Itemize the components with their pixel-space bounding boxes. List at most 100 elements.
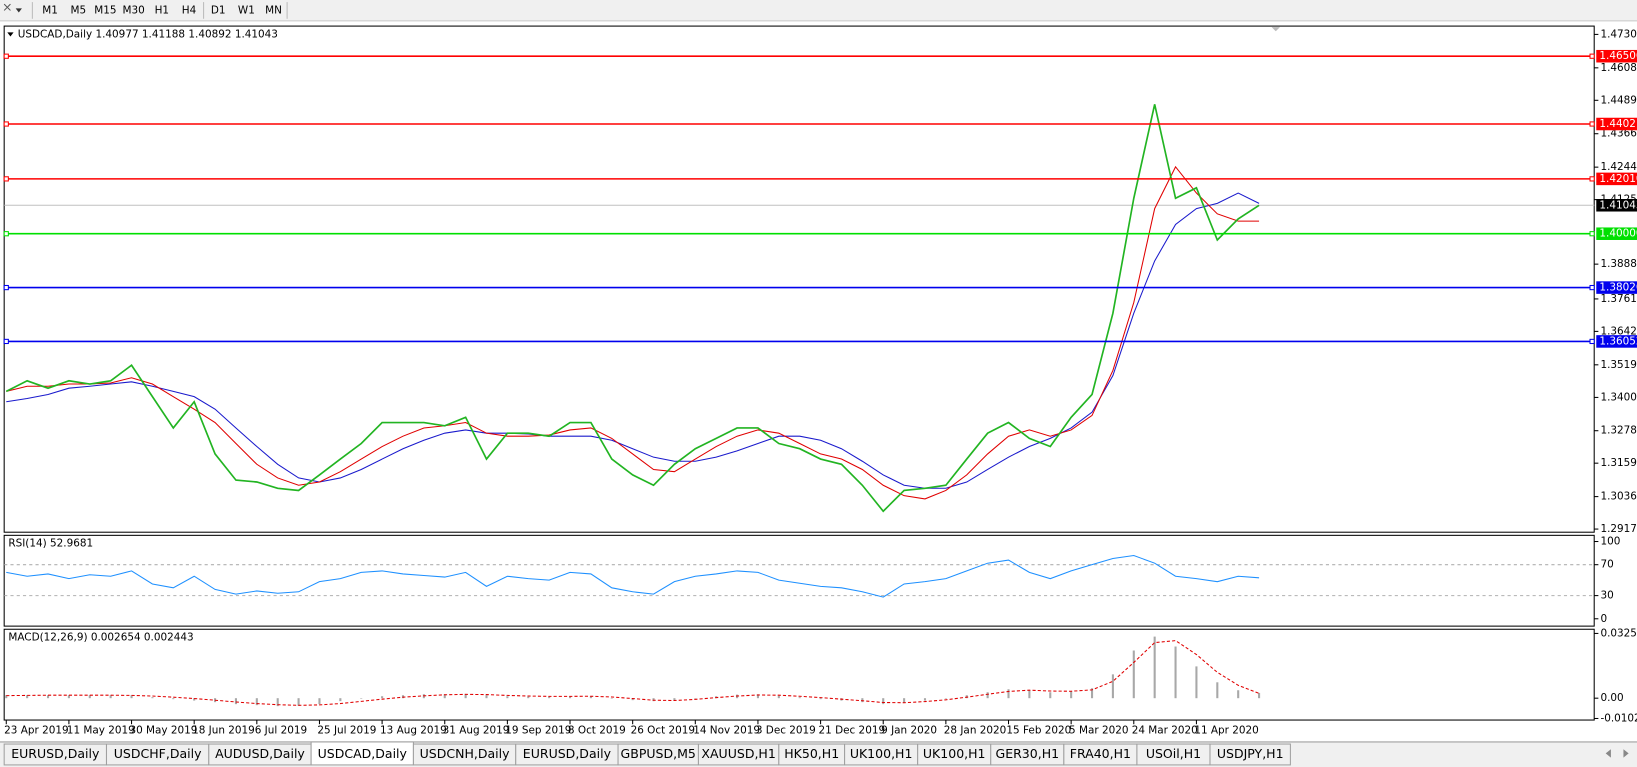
tab-label: HK50,H1 xyxy=(784,746,839,761)
tab[interactable]: UK100,H1 xyxy=(917,743,992,766)
timeframe-button[interactable]: M15 xyxy=(94,4,116,16)
x-tick-label: 8 Oct 2019 xyxy=(568,724,626,736)
tab[interactable]: USDCHF,Daily xyxy=(105,743,210,766)
macd-bar xyxy=(610,698,613,699)
y-tick-label: 30 xyxy=(1600,590,1613,602)
level-label: 1.40000 xyxy=(1599,228,1637,240)
y-tick-label: 100 xyxy=(1600,536,1620,548)
tab[interactable]: GBPUSD,M5 xyxy=(617,743,699,766)
macd-bar xyxy=(1090,688,1094,699)
tab[interactable]: GER30,H1 xyxy=(990,743,1065,766)
tab[interactable]: AUDUSD,Daily xyxy=(208,743,312,766)
y-tick-label: 1.44890 xyxy=(1600,94,1637,106)
macd-bar xyxy=(109,695,112,699)
level-handle xyxy=(3,176,9,182)
tab[interactable]: UK100,H1 xyxy=(844,743,919,766)
x-tick-label: 30 May 2019 xyxy=(129,724,197,736)
header-arrow xyxy=(7,32,14,37)
y-tick-label: 1.35195 xyxy=(1600,359,1637,371)
close: 1.41043 xyxy=(235,28,278,40)
x-tick-label: 5 Mar 2020 xyxy=(1069,724,1128,736)
macd-bar xyxy=(1153,636,1156,699)
x-tick-label: 31 Aug 2019 xyxy=(443,724,510,736)
level-handle xyxy=(1589,121,1595,127)
macd-bar xyxy=(1174,646,1177,699)
tab-scroll-right[interactable] xyxy=(1623,749,1629,758)
x-tick-label: 19 Sep 2019 xyxy=(505,724,571,736)
y-tick-label: 0.032595 xyxy=(1600,627,1637,639)
tab-scroll-left[interactable] xyxy=(1605,749,1611,758)
cursor-icon[interactable] xyxy=(3,3,11,11)
tab-label: GBPUSD,M5 xyxy=(621,746,696,761)
macd-bar xyxy=(276,698,279,707)
signal-line xyxy=(6,640,1260,706)
macd-bar xyxy=(1216,682,1219,699)
tab-label: USDCAD,Daily xyxy=(318,746,408,761)
tab-background xyxy=(1209,743,1291,766)
level-label-box xyxy=(1596,172,1637,186)
timeframe-button[interactable]: D1 xyxy=(211,4,226,16)
y-tick-label: 1.43665 xyxy=(1600,128,1637,140)
timeframe-button[interactable]: W1 xyxy=(238,4,255,16)
timeframe-button[interactable]: H1 xyxy=(155,4,169,16)
tab-label: XAUUSD,H1 xyxy=(701,746,775,761)
tab-label: GER30,H1 xyxy=(995,746,1059,761)
macd-panel xyxy=(3,628,1595,721)
tab[interactable]: HK50,H1 xyxy=(778,743,846,766)
tab-label: USDCNH,Daily xyxy=(420,746,511,761)
tab[interactable]: USDCNH,Daily xyxy=(412,743,517,766)
tab[interactable]: XAUUSD,H1 xyxy=(697,743,780,766)
x-tick-label: 21 Dec 2019 xyxy=(819,724,886,736)
tab-label: EURUSD,Daily xyxy=(523,746,612,761)
macd-bar xyxy=(1258,692,1261,699)
y-tick-label: 1.46080 xyxy=(1600,62,1637,74)
low: 1.40892 xyxy=(188,28,231,40)
timeframe-button[interactable]: M30 xyxy=(122,4,144,16)
macd-bar xyxy=(297,698,300,706)
macd-bar xyxy=(1007,689,1010,699)
macd-bar xyxy=(798,697,801,699)
macd-bar xyxy=(443,694,446,699)
tab[interactable]: EURUSD,Daily xyxy=(515,743,619,766)
macd-header: MACD(12,26,9) 0.002654 0.002443 xyxy=(8,632,193,644)
y-tick-label: 1.30365 xyxy=(1600,491,1637,503)
level-label-box xyxy=(1596,335,1637,348)
macd-bar xyxy=(652,698,655,702)
macd-bar xyxy=(756,694,759,699)
x-tick-label: 25 Jul 2019 xyxy=(317,724,376,736)
level-handle xyxy=(1589,231,1595,237)
y-tick-label: 0.00 xyxy=(1600,692,1623,704)
y-tick-label: 1.31590 xyxy=(1600,457,1637,469)
timeframe-button[interactable]: MN xyxy=(265,4,282,16)
tab[interactable]: USDCAD,Daily xyxy=(310,741,414,766)
tab-label: FRA40,H1 xyxy=(1070,746,1131,761)
tab[interactable]: FRA40,H1 xyxy=(1063,743,1138,766)
y-tick-label: 1.37610 xyxy=(1600,293,1637,305)
macd-bar xyxy=(589,696,592,699)
macd-bar xyxy=(986,692,989,699)
dropdown-arrow[interactable] xyxy=(15,8,22,13)
chart-area xyxy=(0,21,1637,742)
timeframe-button[interactable]: M1 xyxy=(42,4,58,16)
macd-bar xyxy=(46,695,50,699)
timeframe-button[interactable]: M5 xyxy=(70,4,86,16)
macd-bar xyxy=(339,698,342,702)
y-tick-label: 1.34000 xyxy=(1600,391,1637,403)
level-handle xyxy=(3,338,9,345)
x-tick-label: 18 Jun 2019 xyxy=(192,724,255,736)
tab[interactable]: USDJPY,H1 xyxy=(1209,743,1291,766)
macd-bar xyxy=(548,696,551,699)
tab[interactable]: USOil,H1 xyxy=(1136,743,1211,766)
macd-bar xyxy=(1237,690,1240,699)
last-price-box xyxy=(1596,199,1637,212)
tab[interactable]: EURUSD,Daily xyxy=(3,743,108,766)
x-tick-label: 15 Feb 2020 xyxy=(1006,724,1071,736)
macd-bar xyxy=(318,698,321,705)
macd-bar xyxy=(234,698,237,705)
macd-bar xyxy=(882,698,885,705)
level-handle xyxy=(1589,176,1595,182)
level-label-box xyxy=(1596,281,1637,294)
x-tick-label: 13 Aug 2019 xyxy=(380,724,447,736)
timeframe-button[interactable]: H4 xyxy=(182,4,197,16)
